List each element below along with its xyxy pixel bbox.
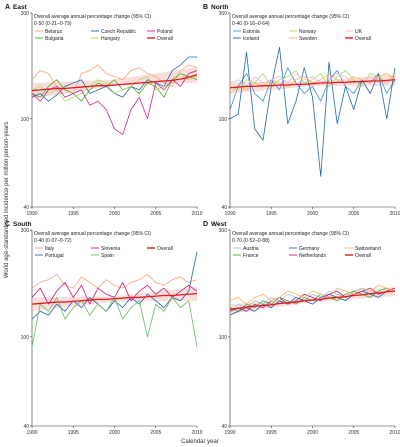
legend-label: Austria [243,246,259,252]
legend-label: Estonia [243,29,260,35]
y-tick-label: 100 [21,117,30,123]
legend-label: Sweden [299,36,317,42]
ci-band [32,67,197,99]
stat-label: Overall average annual percentage change… [34,231,151,237]
x-tick-label: 2010 [389,211,400,217]
legend-label: Overall [157,246,173,252]
series-line-hungary [31,73,198,102]
series-line-uk [229,73,396,87]
legend-label: Spain [101,253,114,259]
panel-title: South [13,221,31,228]
panel-c: C South 40 100 300 1990 1995 2000 2005 2010 Overal… [5,221,203,436]
y-tick-label: 40 [221,424,227,430]
x-tick-label: 2010 [191,430,202,436]
panel-b: B North 40 100 300 1990 1995 2000 2005 2010 Overal… [203,4,400,217]
series-line-netherlands [229,287,396,312]
panel-letter: B [203,4,208,11]
x-tick-label: 1990 [224,430,235,436]
series-line-switzerland [229,284,396,305]
panel-title: North [211,4,228,11]
series-line-overall [229,79,396,89]
series-line-spain [31,297,198,348]
legend-label: Hungary [101,36,120,42]
legend-label: Czech Republic [101,29,137,35]
x-tick-label: 2000 [109,211,120,217]
x-tick-label: 2000 [307,430,318,436]
x-tick-label: 2000 [307,211,318,217]
series-line-poland [31,70,198,135]
legend-label: Iceland [243,36,259,42]
series-line-austria [229,287,396,312]
x-axis-label: Calendar year [181,439,219,445]
y-tick-label: 300 [219,228,228,234]
legend-label: France [243,253,259,259]
panel-title: West [211,221,227,228]
panel-d: D West 40 100 300 1990 1995 2000 2005 2010 Overall… [203,221,400,436]
stat-label: Overall average annual percentage change… [232,231,349,237]
legend-label: Slovenia [101,246,120,252]
legend-label: Overall [355,253,371,259]
x-tick-label: 2010 [389,430,400,436]
legend-label: UK [355,29,363,35]
x-tick-label: 1995 [266,211,277,217]
stat-value: 0·40 (0·16–0·64) [232,21,270,27]
legend-label: Belarus [45,29,62,35]
legend-label: Germany [299,246,320,252]
legend-label: Switzerland [355,246,381,252]
stat-label: Overall average annual percentage change… [232,14,349,20]
series-line-sweden [229,73,396,94]
y-tick-label: 300 [219,11,228,17]
x-tick-label: 1990 [224,211,235,217]
panel-a: A East 40 100 300 1990 1995 2000 2005 2010 Overall… [5,4,203,217]
series-line-germany [229,287,396,316]
y-tick-label: 100 [21,335,30,341]
stat-value: 0·50 (0·21–0·79) [34,21,72,27]
series-line-overall [31,74,198,92]
y-axis-label: World age-standardised incidence per mil… [4,122,10,278]
stat-value: 0·70 (0·52–0·88) [232,238,270,244]
x-tick-label: 1995 [68,430,79,436]
y-tick-label: 300 [21,11,30,17]
y-tick-label: 300 [21,228,30,234]
series-line-overall [31,292,198,305]
legend-label: Bulgaria [45,36,64,42]
x-tick-label: 1995 [68,211,79,217]
panel-letter: D [203,221,208,228]
series-line-bulgaria [31,73,198,102]
panel-letter: C [5,221,10,228]
series-line-portugal [31,251,198,320]
legend-label: Overall [157,36,173,42]
panel-letter: A [5,4,10,11]
x-tick-label: 1990 [26,430,37,436]
stat-value: 0·40 (0·07–0·72) [34,238,72,244]
legend-label: Norway [299,29,316,35]
legend-label: Netherlands [299,253,326,259]
x-tick-label: 2005 [150,430,161,436]
x-tick-label: 2005 [348,430,359,436]
stat-label: Overall average annual percentage change… [34,14,151,20]
legend-label: Overall [355,36,371,42]
y-tick-label: 40 [23,205,29,211]
legend-label: Italy [45,246,55,252]
legend-label: Poland [157,29,173,35]
series-line-iceland [229,46,396,177]
series-line-overall [229,290,396,310]
x-tick-label: 2005 [348,211,359,217]
series-line-italy [31,274,198,289]
x-tick-label: 1990 [26,211,37,217]
y-tick-label: 100 [219,117,228,123]
x-tick-label: 1995 [266,430,277,436]
x-tick-label: 2000 [109,430,120,436]
x-tick-label: 2010 [191,211,202,217]
y-tick-label: 40 [23,424,29,430]
x-tick-label: 2005 [150,211,161,217]
panel-title: East [13,4,28,11]
y-tick-label: 100 [219,335,228,341]
y-tick-label: 40 [221,205,227,211]
legend-label: Portugal [45,253,64,259]
